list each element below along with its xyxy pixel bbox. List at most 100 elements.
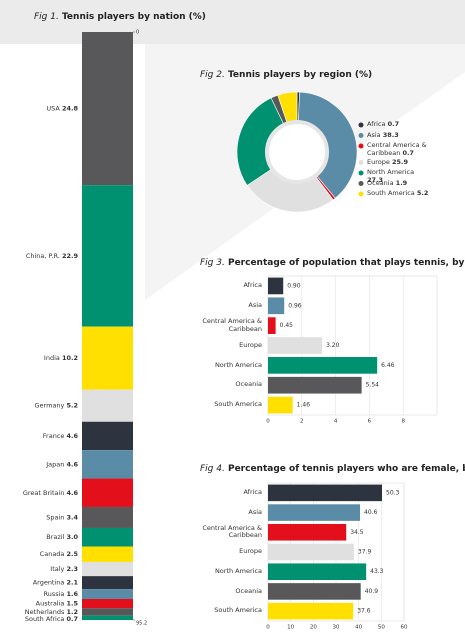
value-label: 40.6: [364, 509, 378, 516]
bar-label: Russia 1.6: [44, 590, 79, 598]
category-name: Europe: [239, 547, 262, 556]
category-name: South America: [214, 606, 262, 615]
legend-entry: Africa 0.7: [367, 120, 429, 129]
category-label: Oceania: [172, 583, 262, 599]
legend-name: Central America & Caribbean: [367, 141, 427, 157]
legend-name: Africa: [367, 120, 386, 128]
category-name: South Africa: [25, 615, 65, 623]
value-label: 4.6: [66, 432, 78, 440]
bar-segment: [82, 589, 133, 599]
header-band: [0, 0, 465, 44]
category-label: Africa: [172, 278, 262, 294]
bar-segment: [82, 32, 133, 186]
bar: [268, 583, 361, 600]
title-text: Tennis players by region (%): [228, 70, 372, 80]
value-label: 10.2: [62, 354, 78, 362]
legend-value: 25.9: [391, 157, 408, 166]
value-label: 2.3: [66, 565, 78, 573]
category-name: Russia: [44, 590, 65, 598]
bar-label: Brazil 3.0: [46, 533, 78, 541]
chart-title: Fig 3. Percentage of population that pla…: [200, 258, 465, 268]
category-name: South America: [214, 400, 262, 409]
bar-label: Italy 2.3: [50, 565, 78, 573]
legend-entry: Oceania 1.9: [367, 178, 429, 188]
bar-label: USA 24.8: [46, 105, 78, 113]
x-tick-label: 10: [287, 625, 294, 631]
x-tick-label: 0: [266, 419, 270, 425]
chart-title: Fig 2. Tennis players by region (%): [200, 70, 372, 80]
bar-segment: [82, 576, 133, 590]
value-label: 0.96: [288, 302, 302, 309]
bar-segment: [82, 608, 133, 616]
bar: [268, 504, 361, 521]
x-tick-label: 50: [378, 625, 385, 631]
fig-number: Fig 1.: [34, 12, 59, 22]
bar: [268, 563, 367, 580]
bar-segment: [82, 185, 133, 327]
category-name: Netherlands: [25, 608, 65, 616]
title-text: Percentage of population that plays tenn…: [228, 258, 465, 268]
category-name: China, P.R.: [26, 252, 60, 260]
bar-segment: [82, 527, 133, 547]
value-label: 37.9: [358, 549, 372, 556]
legend-value: 38.3: [382, 130, 399, 139]
category-name: Argentina: [33, 579, 65, 587]
category-name: Oceania: [235, 586, 262, 595]
legend-entry: Europe 25.9: [367, 157, 429, 167]
legend-marker: [358, 160, 364, 165]
value-label: 22.9: [62, 252, 79, 260]
category-name: Great Britain: [23, 489, 65, 497]
category-name: Asia: [248, 301, 262, 310]
category-name: Australia: [36, 600, 65, 608]
bar-label: Australia 1.5: [36, 600, 79, 608]
value-label: 37.6: [357, 608, 371, 615]
category-name: Africa: [243, 281, 262, 290]
legend-name: Asia: [367, 130, 381, 139]
x-tick-label: 40: [355, 625, 362, 631]
value-label: 0.7: [66, 615, 78, 623]
bar: [268, 297, 285, 315]
category-name: Central America & Caribbean: [202, 523, 262, 540]
bar: [268, 543, 354, 561]
bar: [268, 357, 378, 374]
value-label: 3.4: [66, 513, 78, 521]
bar: [268, 317, 276, 334]
bar-label: Argentina 2.1: [33, 579, 79, 587]
bar-label: South Africa 0.7: [25, 615, 78, 623]
category-name: USA: [46, 105, 60, 113]
bar: [268, 602, 354, 620]
x-tick-label: 8: [401, 419, 405, 425]
bar-label: China, P.R. 22.9: [26, 252, 79, 260]
bar: [268, 376, 362, 394]
x-tick-label: 6: [368, 419, 372, 425]
x-tick-label: 0: [266, 625, 270, 631]
category-name: Asia: [248, 507, 262, 516]
value-label: 43.3: [370, 568, 384, 575]
value-label: 1.2: [66, 608, 78, 616]
bar-segment: [82, 599, 133, 609]
value-label: 50.3: [386, 489, 400, 496]
legend-name: Europe: [367, 157, 390, 166]
category-name: Canada: [40, 550, 65, 558]
value-label: 5.2: [66, 402, 78, 410]
fig-number: Fig 3.: [200, 258, 225, 268]
category-label: Europe: [172, 338, 262, 354]
y-tick-label: 0: [136, 30, 139, 36]
value-label: 4.6: [66, 460, 78, 468]
value-label: 6.46: [381, 362, 395, 369]
category-label: South America: [172, 603, 262, 619]
bar: [268, 396, 293, 414]
x-tick-label: 60: [401, 625, 408, 631]
legend-marker: [358, 170, 364, 176]
legend-marker: [358, 143, 364, 149]
category-label: North America: [172, 357, 262, 373]
legend-value: 0.7: [387, 120, 400, 128]
legend-name: Oceania: [367, 178, 394, 187]
fig-number: Fig 2.: [200, 70, 225, 80]
donut-hole: [265, 120, 329, 184]
bar-segment: [82, 546, 133, 562]
legend-marker: [358, 133, 364, 138]
legend-name: South America: [367, 189, 415, 197]
category-name: France: [43, 432, 65, 440]
